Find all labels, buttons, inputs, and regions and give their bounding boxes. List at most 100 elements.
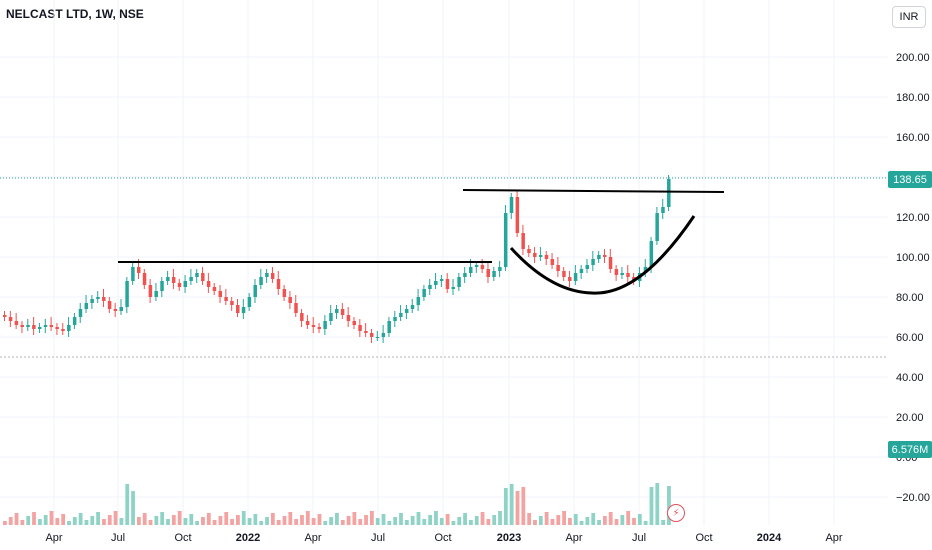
candle: [212, 287, 217, 291]
x-tick-label: Apr: [304, 532, 321, 544]
trendline-resistance-2: [462, 189, 725, 193]
candle: [61, 329, 65, 331]
volume-bar: [649, 487, 654, 525]
volume-bar: [533, 520, 537, 525]
candle: [166, 277, 170, 281]
drawings: [118, 189, 725, 295]
volume-bar: [253, 514, 258, 525]
candle: [136, 267, 141, 273]
candle: [224, 297, 228, 301]
candle: [428, 285, 432, 289]
candle: [387, 321, 391, 333]
volume-bars: [3, 483, 671, 525]
candle: [195, 273, 199, 277]
candle: [323, 321, 327, 329]
volume-bar: [492, 515, 497, 525]
candle: [480, 265, 485, 269]
candle: [538, 255, 543, 257]
candle: [270, 273, 275, 279]
volume-bar: [439, 518, 444, 525]
candle: [434, 281, 438, 285]
volume-bar: [113, 511, 118, 525]
volume-bar: [632, 518, 636, 525]
candle: [32, 325, 36, 329]
volume-bar: [125, 484, 130, 525]
y-tick-label: 40.00: [896, 372, 924, 384]
candle: [573, 273, 578, 281]
candle: [288, 297, 292, 303]
volume-bar: [597, 520, 601, 525]
candle: [498, 267, 502, 271]
chart-title: NELCAST LTD, 1W, NSE: [6, 7, 144, 21]
volume-bar: [358, 519, 363, 525]
volume-bar: [515, 491, 520, 525]
candle: [26, 325, 30, 327]
volume-bar: [288, 512, 293, 525]
volume-bar: [428, 515, 433, 525]
x-tick-label: Apr: [825, 532, 842, 544]
volume-bar: [206, 513, 211, 525]
candle: [305, 321, 310, 325]
candle: [352, 321, 356, 325]
volume-bar: [544, 512, 549, 525]
volume-bar: [49, 511, 54, 525]
candle: [515, 197, 520, 233]
y-tick-label: 20.00: [896, 412, 924, 424]
candle: [591, 259, 595, 265]
candle: [206, 281, 211, 287]
lightning-bolt-icon[interactable]: ⚡: [667, 504, 685, 522]
volume-bar: [90, 516, 95, 525]
volume-bar: [171, 515, 176, 525]
volume-bar: [550, 519, 555, 525]
candle: [445, 279, 450, 289]
y-tick-label: 160.00: [896, 132, 930, 144]
candles: [3, 175, 671, 343]
volume-bar: [568, 518, 572, 525]
candle: [486, 269, 490, 277]
candle: [107, 301, 112, 309]
y-tick-label: −20.00: [896, 492, 930, 504]
y-tick-label: 80.00: [896, 292, 924, 304]
x-tick-label: Apr: [45, 532, 62, 544]
candle: [311, 325, 316, 327]
volume-bar: [43, 515, 48, 525]
volume-bar: [375, 518, 380, 525]
x-tick-label: Apr: [565, 532, 582, 544]
volume-bar: [230, 519, 234, 525]
volume-bar: [72, 517, 77, 525]
y-tick-label: 200.00: [896, 52, 930, 64]
candle: [474, 265, 479, 267]
candle: [265, 273, 269, 277]
candle: [113, 309, 118, 311]
candle: [469, 267, 473, 273]
volume-bar: [602, 516, 607, 525]
volume-bar: [67, 521, 71, 525]
candle: [329, 313, 333, 321]
candle: [602, 255, 607, 257]
candle: [119, 307, 123, 311]
candle: [620, 273, 624, 275]
volume-bar: [61, 514, 66, 525]
y-tick-label: 60.00: [896, 332, 924, 344]
volume-bar: [369, 511, 374, 525]
volume-bar: [585, 517, 590, 525]
volume-bar: [183, 518, 188, 525]
candle: [300, 313, 304, 321]
volume-bar: [661, 520, 666, 525]
currency-button[interactable]: INR: [892, 6, 926, 28]
candle: [643, 267, 648, 273]
volume-bar: [276, 520, 281, 525]
candle: [562, 271, 566, 277]
candle: [527, 249, 531, 253]
candle: [131, 267, 135, 281]
candle: [177, 283, 182, 287]
candle: [369, 333, 374, 337]
candle: [171, 277, 176, 283]
volume-bar: [78, 513, 83, 525]
volume-bar: [212, 520, 217, 525]
volume-bar: [305, 511, 310, 525]
candle: [90, 299, 94, 303]
last-price-tag: 138.65: [888, 171, 932, 188]
candle: [142, 273, 147, 285]
